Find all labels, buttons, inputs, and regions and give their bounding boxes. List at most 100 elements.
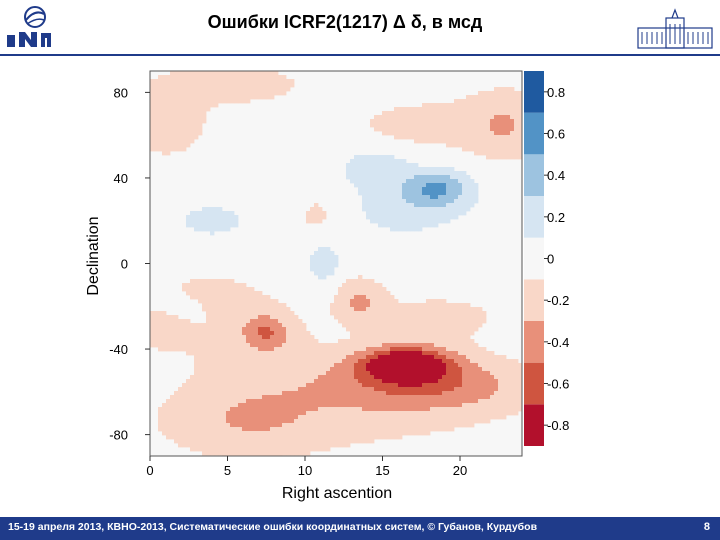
contour-cell <box>282 359 287 364</box>
contour-cell <box>182 147 187 152</box>
contour-cell <box>366 391 371 396</box>
contour-cell <box>354 163 359 168</box>
contour-cell <box>426 207 431 212</box>
contour-cell <box>458 319 463 324</box>
contour-cell <box>502 367 507 372</box>
contour-cell <box>358 435 363 440</box>
contour-cell <box>338 295 343 300</box>
contour-cell <box>302 331 307 336</box>
contour-cell <box>238 87 243 92</box>
contour-cell <box>170 423 175 428</box>
contour-cell <box>170 327 175 332</box>
contour-cell <box>266 83 271 88</box>
contour-cell <box>346 355 351 360</box>
contour-cell <box>482 123 487 128</box>
contour-cell <box>170 395 175 400</box>
contour-cell <box>470 395 475 400</box>
contour-cell <box>406 203 411 208</box>
contour-cell <box>402 171 407 176</box>
contour-cell <box>386 195 391 200</box>
contour-cell <box>446 335 451 340</box>
contour-cell <box>226 447 231 452</box>
contour-cell <box>370 407 375 412</box>
contour-cell <box>518 403 522 408</box>
contour-cell <box>306 371 311 376</box>
contour-cell <box>474 383 479 388</box>
contour-cell <box>274 423 279 428</box>
contour-cell <box>166 123 171 128</box>
contour-cell <box>450 195 455 200</box>
contour-cell <box>374 383 379 388</box>
contour-cell <box>426 399 431 404</box>
contour-cell <box>262 371 267 376</box>
contour-cell <box>174 319 179 324</box>
contour-cell <box>402 307 407 312</box>
contour-cell <box>238 387 243 392</box>
contour-cell <box>166 75 171 80</box>
contour-cell <box>270 299 275 304</box>
contour-cell <box>194 75 199 80</box>
contour-cell <box>410 359 415 364</box>
contour-cell <box>254 375 259 380</box>
contour-cell <box>298 335 303 340</box>
contour-cell <box>342 295 347 300</box>
contour-cell <box>358 383 363 388</box>
contour-cell <box>218 367 223 372</box>
contour-cell <box>194 211 199 216</box>
contour-cell <box>390 403 395 408</box>
contour-cell <box>206 383 211 388</box>
contour-cell <box>194 135 199 140</box>
contour-cell <box>246 71 251 76</box>
contour-cell <box>334 415 339 420</box>
contour-cell <box>278 451 283 456</box>
contour-cell <box>394 351 399 356</box>
contour-cell <box>230 419 235 424</box>
contour-cell <box>450 103 455 108</box>
contour-cell <box>466 99 471 104</box>
contour-cell <box>350 359 355 364</box>
contour-cell <box>450 303 455 308</box>
contour-cell <box>330 347 335 352</box>
contour-cell <box>278 347 283 352</box>
contour-cell <box>190 439 195 444</box>
contour-cell <box>418 303 423 308</box>
contour-cell <box>354 295 359 300</box>
contour-cell <box>470 391 475 396</box>
contour-cell <box>266 379 271 384</box>
contour-cell <box>386 163 391 168</box>
contour-cell <box>450 183 455 188</box>
contour-cell <box>286 355 291 360</box>
contour-cell <box>194 431 199 436</box>
contour-cell <box>430 423 435 428</box>
contour-cell <box>466 119 471 124</box>
contour-cell <box>194 99 199 104</box>
contour-cell <box>394 211 399 216</box>
contour-cell <box>310 211 315 216</box>
contour-cell <box>382 203 387 208</box>
contour-cell <box>330 375 335 380</box>
contour-cell <box>222 435 227 440</box>
contour-cell <box>278 387 283 392</box>
contour-cell <box>322 391 327 396</box>
contour-cell <box>358 359 363 364</box>
contour-cell <box>222 319 227 324</box>
contour-cell <box>230 371 235 376</box>
contour-cell <box>518 95 522 100</box>
contour-cell <box>382 431 387 436</box>
contour-cell <box>454 327 459 332</box>
contour-cell <box>366 307 371 312</box>
contour-cell <box>374 203 379 208</box>
contour-cell <box>338 387 343 392</box>
contour-cell <box>262 315 267 320</box>
contour-cell <box>490 383 495 388</box>
contour-cell <box>422 391 427 396</box>
contour-cell <box>466 411 471 416</box>
contour-cell <box>214 363 219 368</box>
contour-cell <box>406 419 411 424</box>
contour-cell <box>258 323 263 328</box>
contour-cell <box>414 419 419 424</box>
contour-cell <box>218 83 223 88</box>
contour-cell <box>210 371 215 376</box>
contour-cell <box>314 431 319 436</box>
contour-cell <box>194 447 199 452</box>
